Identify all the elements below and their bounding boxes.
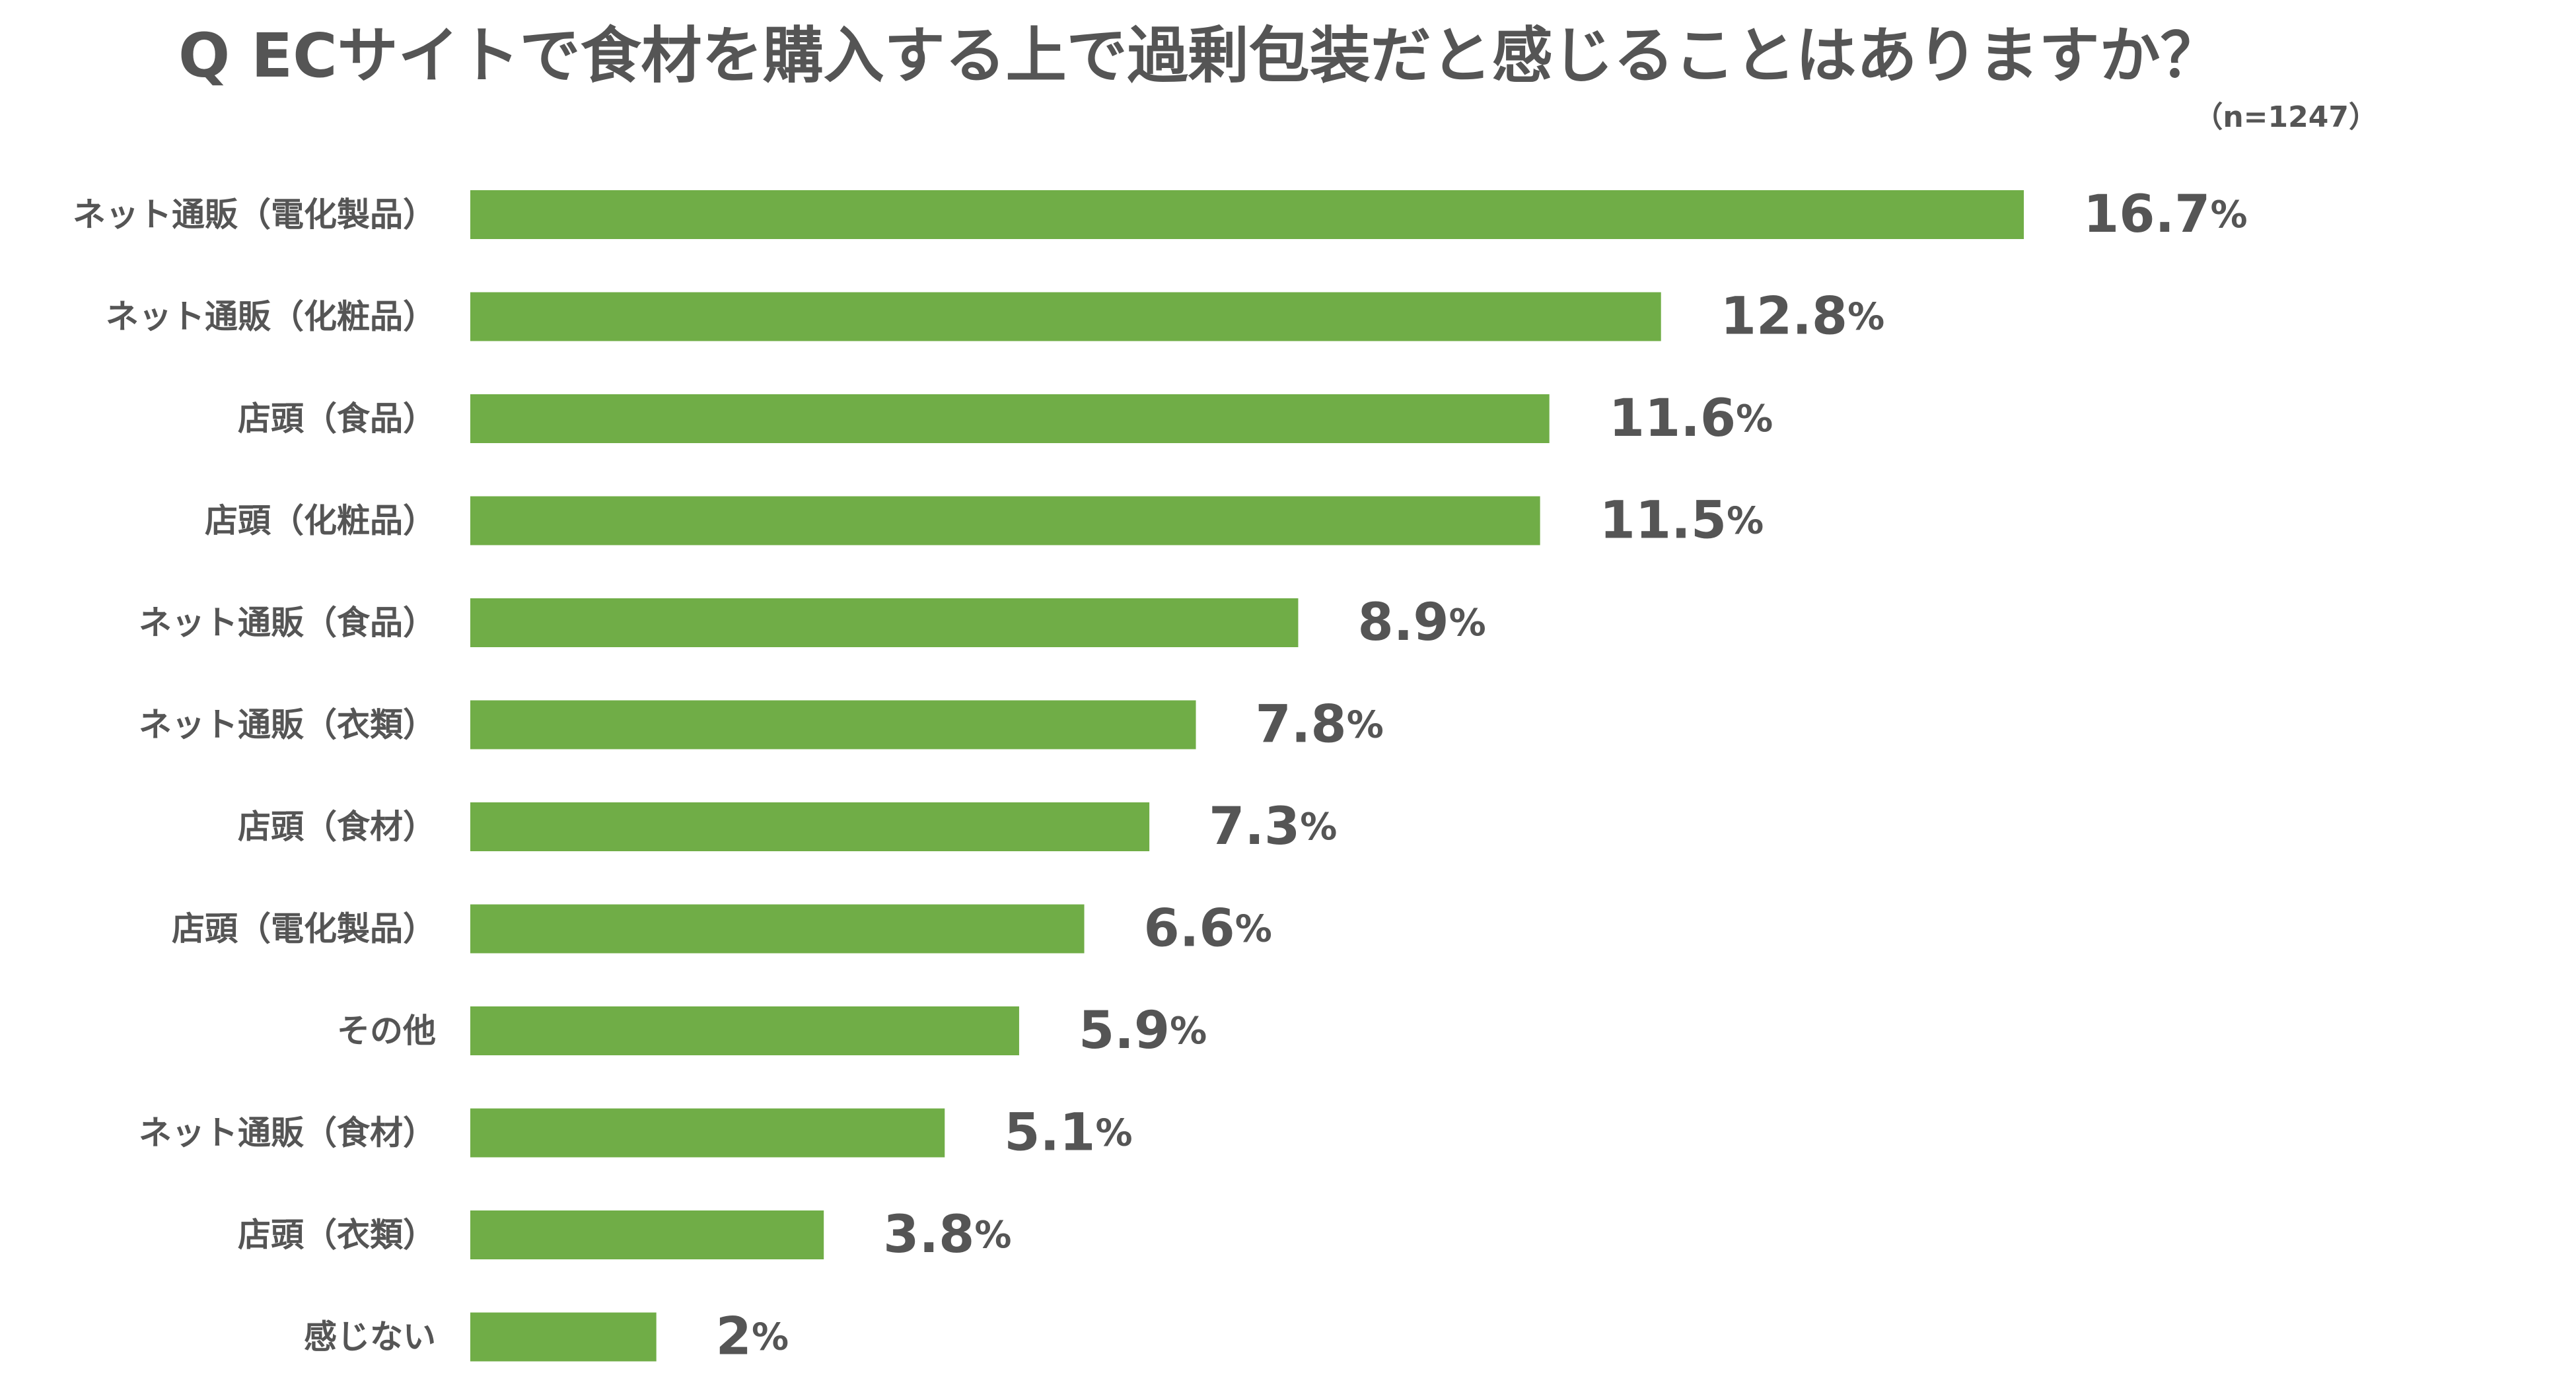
category-label: その他: [337, 1012, 436, 1050]
category-label: ネット通販（食材）: [139, 1114, 436, 1152]
value-label: 11.5%: [1600, 491, 1764, 551]
value-unit: %: [1847, 295, 1884, 338]
value-unit: %: [1235, 907, 1272, 950]
category-label: ネット通販（衣類）: [139, 706, 436, 744]
value-unit: %: [1300, 806, 1337, 849]
bar: [470, 1210, 824, 1259]
value-unit: %: [1170, 1010, 1207, 1053]
bar: [470, 598, 1299, 647]
bar: [470, 904, 1085, 954]
bar: [470, 802, 1150, 851]
value-unit: %: [752, 1315, 789, 1358]
category-label: 店頭（食品）: [238, 400, 436, 438]
bar: [470, 190, 2024, 239]
value-unit: %: [1347, 703, 1384, 746]
value-label: 5.1%: [1004, 1103, 1132, 1163]
value-label: 7.8%: [1256, 695, 1384, 755]
value-unit: %: [2210, 193, 2247, 236]
value-label: 8.9%: [1357, 593, 1485, 652]
bar: [470, 1312, 657, 1362]
bar: [470, 1006, 1019, 1055]
category-label: 店頭（化粧品）: [205, 502, 436, 540]
value-label: 3.8%: [883, 1205, 1011, 1265]
bar: [470, 1108, 945, 1158]
category-label: ネット通販（化粧品）: [106, 298, 436, 336]
category-label: 店頭（電化製品）: [172, 910, 436, 948]
value-label: 7.3%: [1209, 797, 1337, 857]
value-label: 5.9%: [1079, 1001, 1207, 1061]
bar: [470, 700, 1196, 750]
value-label: 6.6%: [1144, 899, 1272, 959]
value-unit: %: [1095, 1111, 1132, 1154]
category-label: 店頭（食材）: [238, 808, 436, 846]
value-label: 16.7%: [2083, 185, 2248, 244]
value-label: 12.8%: [1721, 287, 1885, 347]
value-unit: %: [974, 1214, 1011, 1257]
category-label: ネット通販（食品）: [139, 604, 436, 642]
value-unit: %: [1736, 398, 1773, 440]
value-label: 11.6%: [1609, 389, 1773, 448]
category-label: 感じない: [304, 1318, 436, 1356]
bar: [470, 292, 1661, 341]
value-unit: %: [1449, 602, 1486, 645]
value-unit: %: [1727, 499, 1764, 542]
sample-size-note: （n=1247）: [2194, 100, 2378, 134]
value-label: 2%: [716, 1308, 789, 1367]
category-label: ネット通販（電化製品）: [73, 195, 436, 234]
category-label: 店頭（衣類）: [238, 1216, 436, 1254]
bar: [470, 496, 1540, 545]
bar: [470, 394, 1550, 443]
chart-title: Q ECサイトで食材を購入する上で過剰包装だと感じることはありますか？: [178, 20, 2221, 91]
